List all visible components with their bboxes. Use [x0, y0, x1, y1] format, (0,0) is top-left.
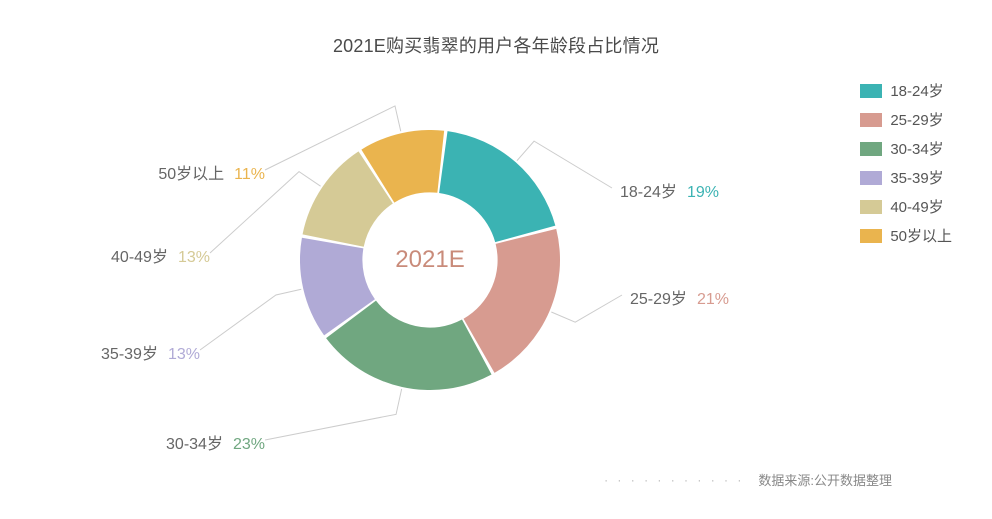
legend-label: 50岁以上	[890, 225, 952, 246]
donut-slice	[439, 131, 555, 242]
legend-item: 25-29岁	[860, 109, 952, 130]
legend-swatch	[860, 200, 882, 214]
legend-item: 50岁以上	[860, 225, 952, 246]
legend-item: 30-34岁	[860, 138, 952, 159]
slice-label-value: 11%	[234, 166, 265, 184]
chart-stage: 2021E购买翡翠的用户各年龄段占比情况 2021E 18-24岁 19% 25-2…	[0, 0, 992, 519]
leader-line	[551, 295, 622, 322]
legend-item: 40-49岁	[860, 196, 952, 217]
legend-swatch	[860, 229, 882, 243]
donut-center-label: 2021E	[395, 246, 464, 274]
slice-label: 50岁以上 11%	[158, 160, 265, 184]
slice-label-value: 13%	[178, 249, 210, 267]
slice-label-category: 50岁以上	[158, 160, 224, 184]
chart-title: 2021E购买翡翠的用户各年龄段占比情况	[0, 32, 992, 58]
leader-line	[265, 389, 402, 440]
decorative-dots: · · · · · · · · · · ·	[604, 473, 744, 487]
donut-chart: 2021E	[300, 130, 560, 390]
legend: 18-24岁 25-29岁 30-34岁 35-39岁 40-49岁 50岁以上	[860, 80, 952, 246]
slice-label-value: 19%	[687, 184, 719, 202]
legend-item: 18-24岁	[860, 80, 952, 101]
source-text: 数据来源:公开数据整理	[758, 470, 892, 489]
slice-label-category: 25-29岁	[630, 285, 687, 309]
legend-label: 30-34岁	[890, 138, 943, 159]
legend-label: 25-29岁	[890, 109, 943, 130]
slice-label: 18-24岁 19%	[620, 178, 719, 202]
legend-label: 18-24岁	[890, 80, 943, 101]
legend-item: 35-39岁	[860, 167, 952, 188]
slice-label-value: 21%	[697, 291, 729, 309]
slice-label-value: 13%	[168, 346, 200, 364]
source-note: · · · · · · · · · · · 数据来源:公开数据整理	[604, 470, 892, 489]
slice-label-category: 35-39岁	[101, 340, 158, 364]
chart-area: 2021E 18-24岁19%25-29岁21%30-34岁23%35-39岁1…	[120, 70, 740, 470]
legend-swatch	[860, 171, 882, 185]
slice-label: 40-49岁 13%	[111, 243, 210, 267]
slice-label-category: 30-34岁	[166, 430, 223, 454]
slice-label: 25-29岁 21%	[630, 285, 729, 309]
slice-label-category: 18-24岁	[620, 178, 677, 202]
legend-swatch	[860, 142, 882, 156]
legend-swatch	[860, 113, 882, 127]
slice-label-value: 23%	[233, 436, 265, 454]
leader-line	[200, 289, 301, 350]
slice-label-category: 40-49岁	[111, 243, 168, 267]
legend-swatch	[860, 84, 882, 98]
slice-label: 35-39岁 13%	[101, 340, 200, 364]
legend-label: 35-39岁	[890, 167, 943, 188]
slice-label: 30-34岁 23%	[166, 430, 265, 454]
legend-label: 40-49岁	[890, 196, 943, 217]
